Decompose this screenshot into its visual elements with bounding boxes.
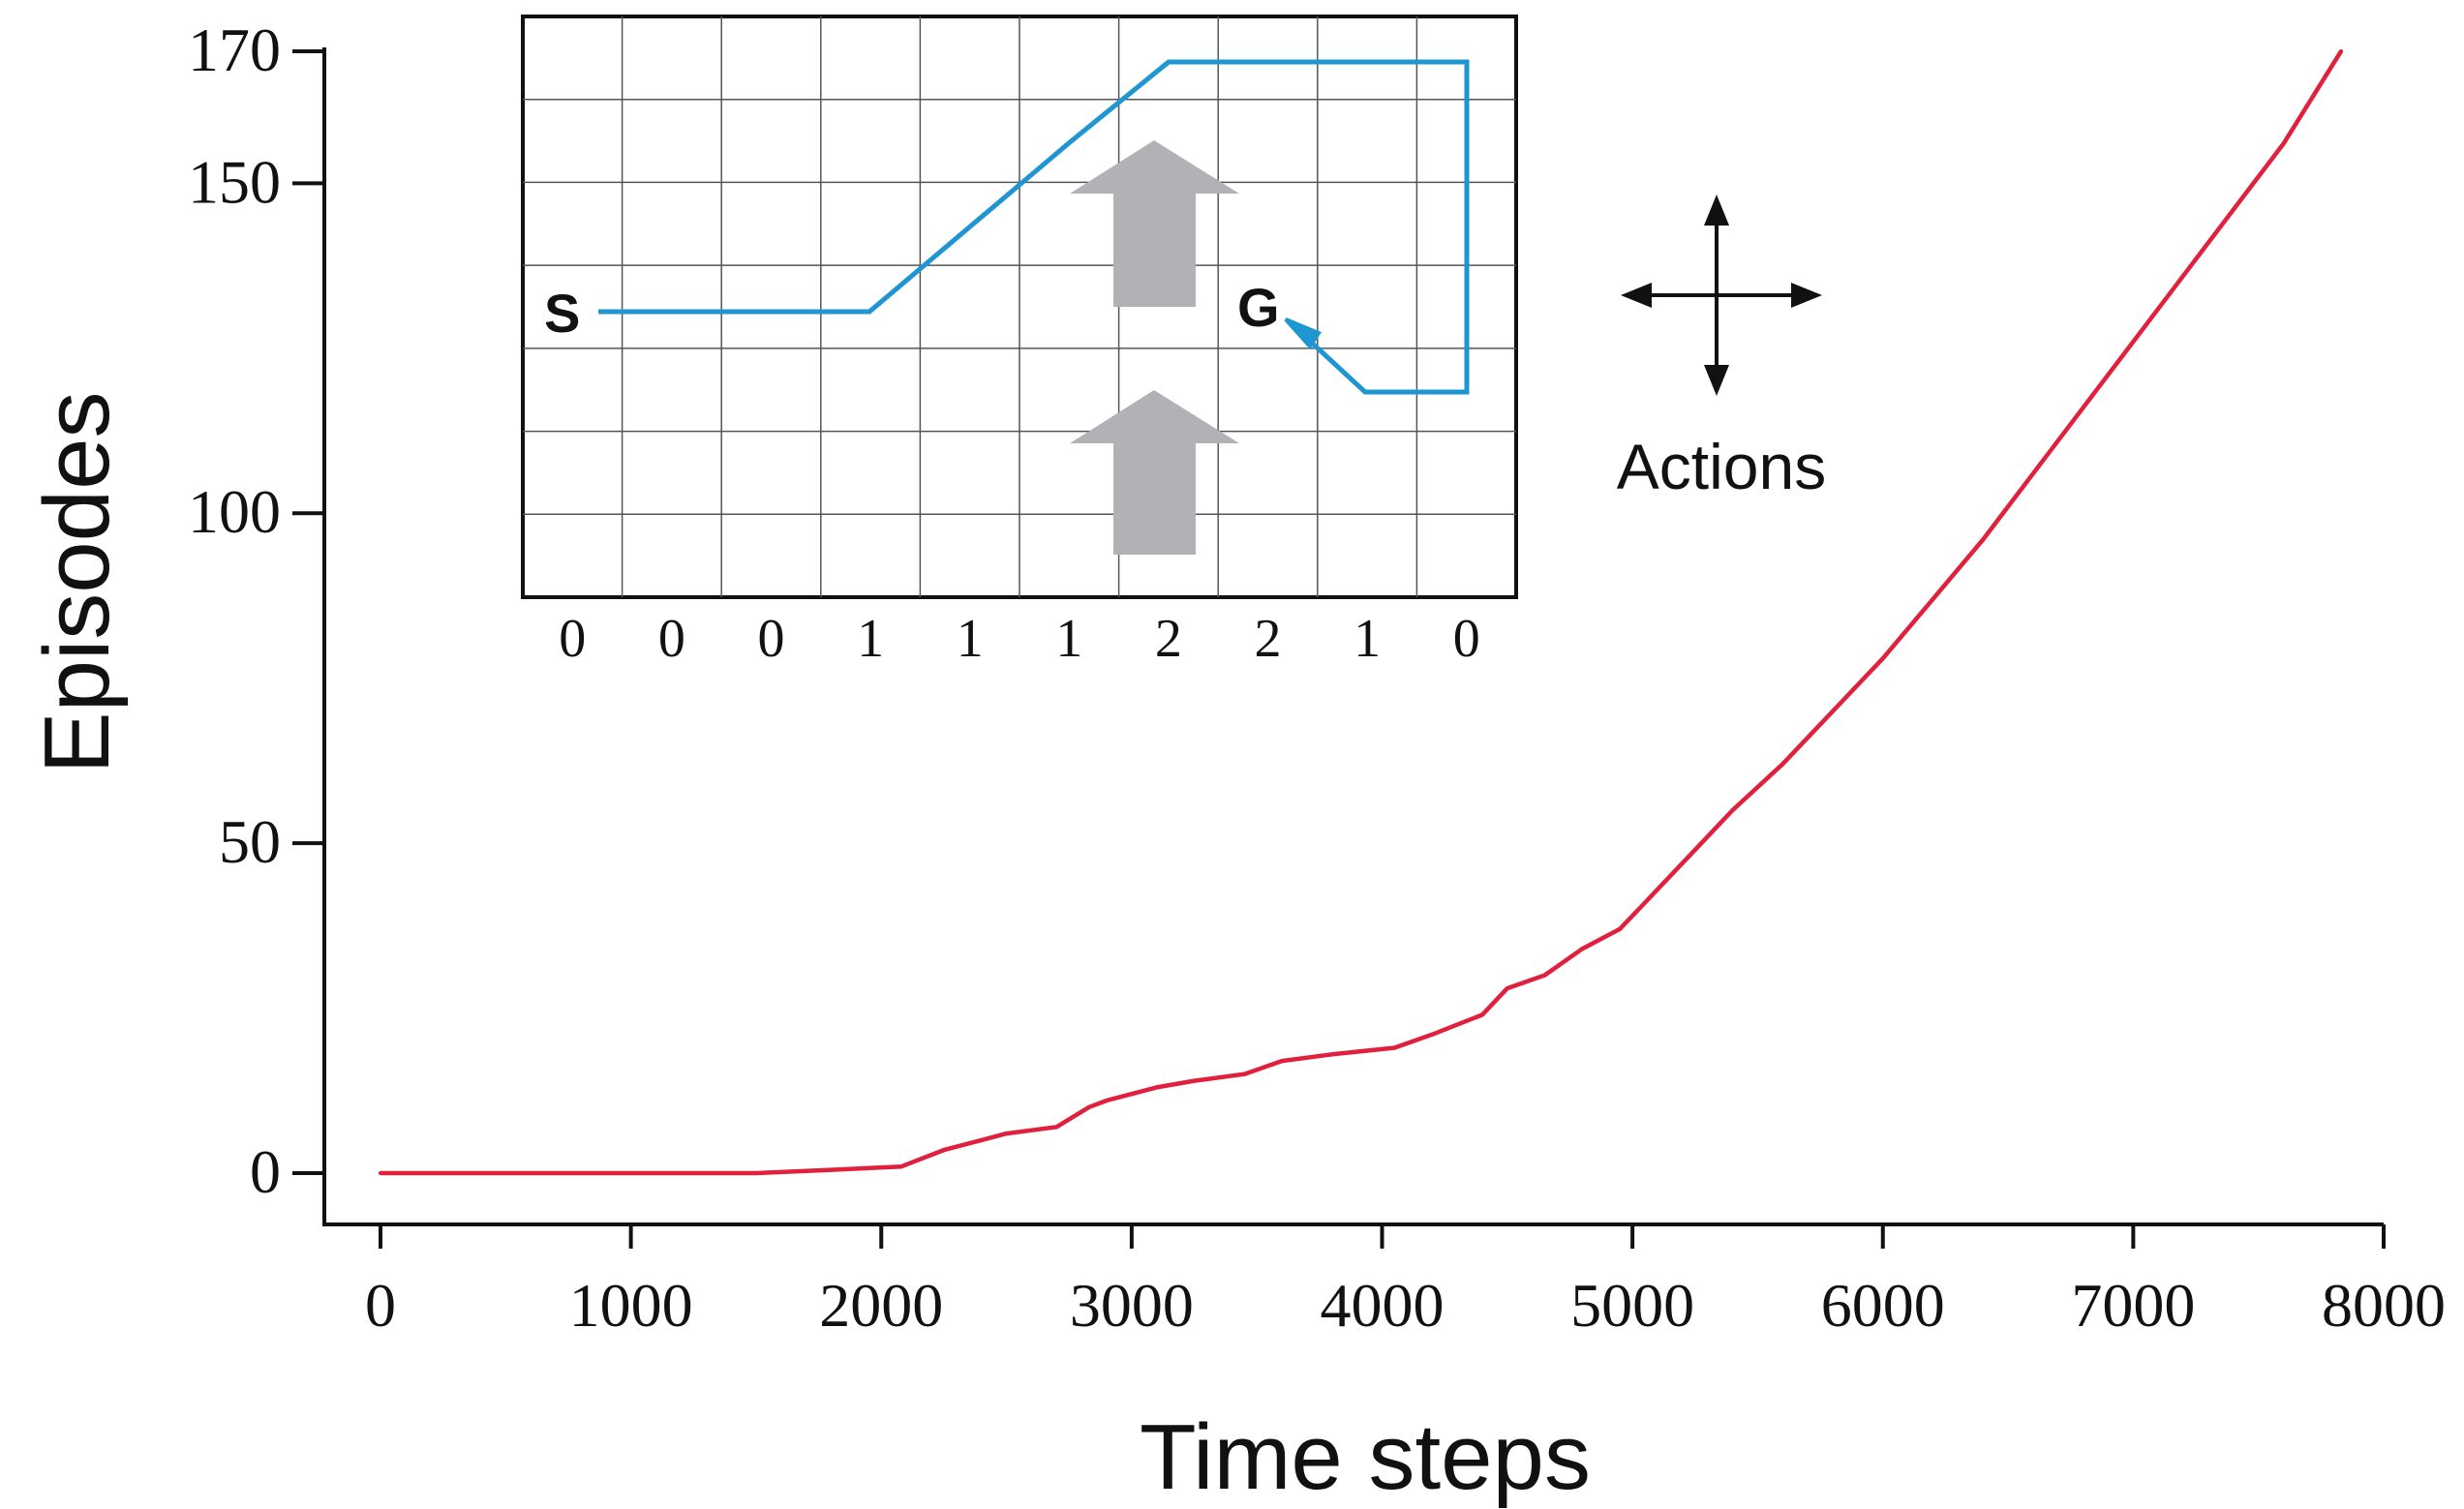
data-point [2181,273,2186,278]
wind-strengths: 0 0 0 1 1 1 2 2 1 0 [559,609,1479,669]
y-tick-label: 50 [219,807,281,876]
data-point [1054,1125,1059,1130]
x-tick-label: 7000 [2071,1271,2195,1340]
wind-strength-label: 1 [1354,609,1381,669]
data-point [1831,709,1836,713]
data-point [2281,141,2286,146]
wind-strength-label: 0 [559,609,586,669]
wind-arrow-icon [1070,140,1239,307]
data-point [753,1171,758,1175]
data-point [1004,1132,1009,1136]
data-point [1086,1104,1091,1109]
data-point [1192,1078,1197,1083]
episode-path [598,59,1470,395]
x-tick-label: 5000 [1570,1271,1694,1340]
wind-strength-label: 2 [1155,609,1182,669]
wind-strength-label: 1 [957,609,984,669]
data-point [1580,947,1585,951]
x-axis-label: Time steps [1140,1405,1591,1509]
start-label: S [544,283,580,344]
data-point [1105,1099,1110,1103]
data-point [1680,860,1685,865]
data-point [2231,207,2236,212]
x-tick-label: 0 [365,1271,396,1340]
data-point [379,1171,382,1175]
y-tick-label: 100 [188,477,281,546]
y-axis-label: Episodes [25,392,129,774]
data-point [1479,1012,1484,1017]
data-point [2081,406,2085,410]
data-point [1880,656,1885,661]
x-tick-label: 1000 [569,1271,693,1340]
x-tick-label: 3000 [1070,1271,1194,1340]
series-line-0 [380,49,2343,1176]
data-point [503,1171,508,1175]
goal-label: G [1237,277,1280,338]
data-point [898,1164,903,1169]
x-ticks: 0 1000 2000 3000 4000 5000 6000 7000 8000 [365,1224,2446,1340]
data-point [1129,1092,1134,1097]
data-point [1780,762,1785,767]
wind-strength-label: 0 [658,609,685,669]
data-point [829,1167,834,1172]
wind-arrow-icon [1070,390,1239,555]
data-point [1730,808,1735,813]
x-tick-label: 8000 [2322,1271,2446,1340]
wind-arrow-upper [1070,140,1239,307]
wind-strength-label: 1 [857,609,884,669]
path-arrowhead-icon [1284,317,1322,350]
x-tick-label: 2000 [819,1271,943,1340]
wind-strength-label: 2 [1255,609,1282,669]
data-point [1618,926,1623,931]
data-point [1643,900,1648,905]
y-tick-label: 170 [188,15,281,84]
data-point [2131,339,2136,344]
wind-arrow-lower [1070,390,1239,555]
y-tick-label: 150 [188,147,281,216]
wind-strength-label: 0 [758,609,785,669]
data-point [628,1171,633,1175]
data-point [1505,986,1509,991]
wind-strength-label: 1 [1055,609,1082,669]
data-point [1931,596,1935,601]
inset-grid [523,16,1516,597]
data-point [941,1148,946,1153]
data-point [1329,1052,1334,1057]
data-point [1154,1085,1159,1090]
y-ticks: 0 50 100 150 170 [188,15,324,1206]
actions-label: Actions [1617,431,1826,502]
x-tick-label: 4000 [1321,1271,1445,1340]
four-way-arrow-icon [1621,195,1822,396]
data-point [2030,471,2035,476]
gridworld-inset: S G 0 0 0 1 1 1 2 2 1 0 [521,15,1518,669]
data-point [1392,1045,1397,1050]
actions-legend: Actions [1617,195,1826,502]
data-point [1981,537,1986,542]
data-point [2339,49,2344,53]
y-tick-label: 0 [250,1137,281,1206]
data-point [1242,1071,1247,1076]
data-point [979,1137,984,1142]
data-point [1280,1059,1285,1064]
series-layer [379,49,2344,1176]
x-tick-label: 6000 [1821,1271,1945,1340]
data-point [1430,1032,1435,1037]
wind-strength-label: 0 [1453,609,1480,669]
data-point [1542,973,1547,978]
